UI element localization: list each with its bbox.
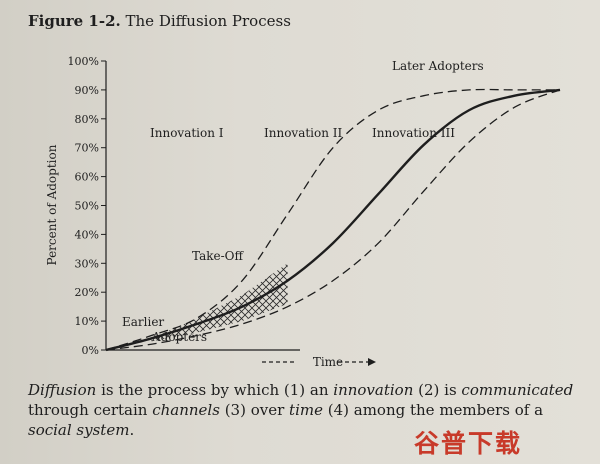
annotation-take-off: Take-Off xyxy=(192,249,244,263)
caption-term-innovation: innovation xyxy=(333,381,414,399)
y-tick-label: 0% xyxy=(82,344,99,357)
y-tick-label: 30% xyxy=(75,257,99,270)
caption-term-diffusion: Diffusion xyxy=(28,381,97,399)
y-tick-label: 40% xyxy=(75,228,99,241)
figure-title-text: The Diffusion Process xyxy=(125,12,291,30)
y-tick-label: 50% xyxy=(75,200,99,213)
legend-innovation-3: Innovation III xyxy=(372,126,455,140)
y-tick-label: 80% xyxy=(75,113,99,126)
legend-innovation-2: Innovation II xyxy=(264,126,343,140)
y-tick-label: 10% xyxy=(75,315,99,328)
series-line-innovation-3 xyxy=(105,89,561,351)
annotation-adopters: Adopters xyxy=(151,330,207,344)
y-axis-label: Percent of Adoption xyxy=(45,144,59,265)
caption-text: (3) over xyxy=(219,401,290,419)
y-tick-label: 60% xyxy=(75,171,99,184)
y-tick-label: 100% xyxy=(68,55,99,68)
y-tick-label: 90% xyxy=(75,84,99,97)
y-tick-label: 20% xyxy=(75,286,99,299)
caption-term-social-system: social system xyxy=(28,421,130,439)
x-axis-label: Time xyxy=(313,355,343,369)
caption-term-communicated: communicated xyxy=(461,381,574,399)
annotation-later-adopters: Later Adopters xyxy=(392,59,484,73)
caption-text: is the process by which (1) an xyxy=(96,381,334,399)
legend-innovation-1: Innovation I xyxy=(150,126,224,140)
caption-term-channels: channels xyxy=(152,401,220,419)
figure-caption: Diffusion is the process by which (1) an… xyxy=(28,380,588,440)
figure-title: Figure 1-2. The Diffusion Process xyxy=(28,12,291,30)
watermark-logo: 谷普下载 xyxy=(414,429,523,458)
caption-text: (2) is xyxy=(413,381,462,399)
caption-text: . xyxy=(129,421,135,439)
series-line-innovation-2 xyxy=(105,88,561,352)
caption-term-time: time xyxy=(289,401,323,419)
figure-number: Figure 1-2. xyxy=(28,12,121,30)
annotation-earlier: Earlier xyxy=(122,315,164,329)
series-line-innovation-1 xyxy=(105,88,560,351)
time-arrow-head xyxy=(368,358,376,366)
caption-text: (4) among the members of a xyxy=(322,401,544,419)
y-tick-label: 70% xyxy=(75,142,99,155)
caption-text: through certain xyxy=(28,401,153,419)
